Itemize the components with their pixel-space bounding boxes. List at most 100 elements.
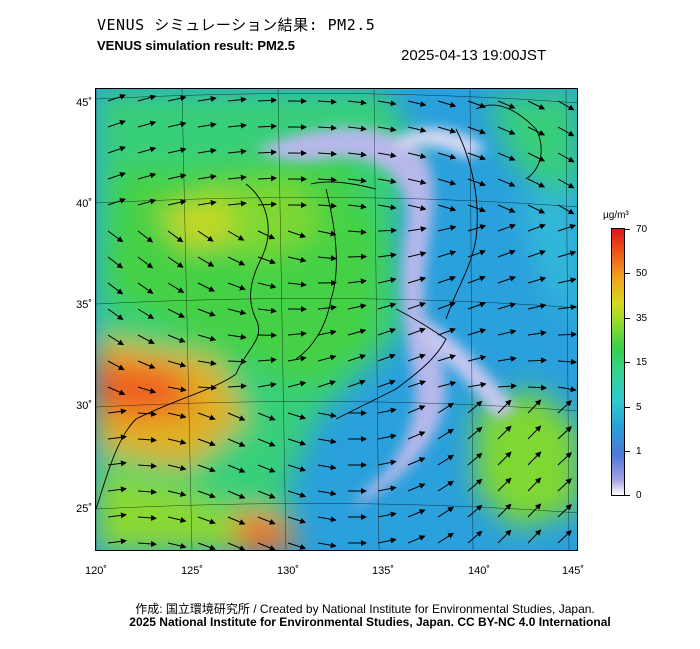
- wind-arrow: [527, 303, 547, 310]
- wind-arrow: [107, 119, 126, 128]
- wind-arrow: [347, 379, 366, 388]
- wind-arrow: [137, 360, 156, 369]
- wind-arrow: [437, 126, 457, 134]
- wind-arrow: [197, 173, 217, 180]
- wind-arrow: [257, 412, 276, 421]
- wind-arrow: [257, 201, 277, 208]
- wind-arrow: [257, 175, 277, 182]
- wind-arrow: [557, 100, 575, 111]
- wind-arrow: [377, 204, 397, 211]
- wind-arrow: [527, 477, 542, 492]
- wind-arrow: [407, 126, 427, 133]
- colorbar-tick: [625, 318, 630, 319]
- wind-arrow: [317, 516, 337, 523]
- wind-arrow: [257, 123, 277, 130]
- wind-arrow: [467, 224, 487, 232]
- wind-arrow: [227, 230, 245, 241]
- wind-arrow: [467, 426, 483, 440]
- wind-arrow: [167, 256, 184, 268]
- wind-arrow: [437, 402, 455, 414]
- wind-arrow: [167, 230, 184, 243]
- wind-arrow: [257, 542, 276, 550]
- wind-arrow: [287, 516, 307, 524]
- wind-arrow: [137, 120, 157, 128]
- wind-arrow: [167, 438, 187, 445]
- wind-arrow: [107, 308, 124, 320]
- wind-arrow: [107, 282, 124, 295]
- wind-arrow: [377, 252, 397, 259]
- wind-arrow: [287, 355, 307, 362]
- wind-arrow: [377, 178, 397, 185]
- wind-arrow: [557, 178, 575, 189]
- wind-arrow: [197, 542, 216, 550]
- colorbar-tick: [625, 362, 630, 363]
- wind-arrow: [107, 145, 126, 154]
- wind-arrow: [317, 412, 337, 419]
- colorbar-label-5: 5: [636, 402, 642, 413]
- wind-arrow: [437, 224, 457, 232]
- wind-arrow: [557, 304, 577, 311]
- lon-label-135: 135˚: [371, 565, 395, 577]
- wind-arrow: [467, 301, 486, 310]
- colorbar-tick: [625, 495, 630, 496]
- wind-arrow: [407, 251, 427, 258]
- wind-arrow: [287, 330, 307, 337]
- wind-arrow: [137, 334, 155, 344]
- wind-arrow: [407, 327, 426, 336]
- wind-arrow: [527, 152, 546, 162]
- wind-arrow: [377, 485, 397, 492]
- wind-arrow: [167, 464, 187, 471]
- wind-arrow: [197, 412, 216, 421]
- wind-arrow: [497, 178, 516, 187]
- wind-arrow: [527, 425, 542, 440]
- colorbar-label-1: 1: [636, 446, 642, 457]
- wind-arrow: [257, 381, 277, 388]
- wind-arrow: [227, 174, 247, 181]
- lat-label-35: 35˚: [76, 299, 92, 311]
- wind-arrow: [197, 199, 217, 206]
- wind-arrow: [197, 334, 217, 342]
- wind-arrow: [557, 504, 572, 518]
- wind-arrow: [527, 249, 546, 258]
- wind-arrow: [167, 386, 187, 393]
- wind-arrow: [287, 230, 307, 239]
- wind-arrow: [497, 204, 516, 213]
- wind-arrow: [377, 459, 397, 466]
- wind-arrow: [437, 380, 457, 388]
- wind-arrow: [467, 328, 487, 336]
- wind-arrow: [527, 276, 547, 284]
- wind-arrow: [407, 483, 426, 492]
- lon-label-140: 140˚: [467, 565, 491, 577]
- wind-arrow: [197, 360, 217, 367]
- wind-arrow: [527, 223, 546, 232]
- wind-arrow: [497, 529, 512, 544]
- wind-arrow: [227, 412, 246, 421]
- wind-arrow: [467, 400, 483, 414]
- wind-arrow: [167, 121, 187, 128]
- wind-arrow: [557, 152, 575, 163]
- wind-arrow: [467, 478, 483, 492]
- title-english: VENUS simulation result: PM2.5: [97, 38, 295, 53]
- wind-arrow: [497, 477, 512, 492]
- wind-arrow: [227, 256, 246, 266]
- wind-arrow: [227, 383, 247, 390]
- wind-arrow: [107, 486, 127, 493]
- lat-label-25: 25˚: [76, 503, 92, 515]
- copyright-line: 2025 National Institute for Environmenta…: [129, 615, 611, 629]
- colorbar-label-15: 15: [636, 357, 648, 368]
- wind-arrow: [497, 329, 517, 336]
- wind-arrow: [107, 512, 127, 519]
- wind-arrow: [557, 204, 575, 215]
- wind-arrow: [437, 532, 455, 544]
- credit-line: 作成: 国立環境研究所 / Created by National Instit…: [135, 602, 595, 616]
- wind-arrow: [527, 399, 542, 414]
- wind-arrow: [137, 462, 157, 469]
- wind-arrow: [377, 537, 397, 544]
- wind-arrow: [377, 407, 397, 414]
- wind-arrow: [407, 301, 426, 310]
- colorbar-tick: [625, 273, 630, 274]
- colorbar-label-0: 0: [636, 490, 642, 501]
- wind-arrow: [197, 230, 214, 242]
- wind-arrow: [317, 380, 337, 388]
- pm25-map: [95, 88, 578, 551]
